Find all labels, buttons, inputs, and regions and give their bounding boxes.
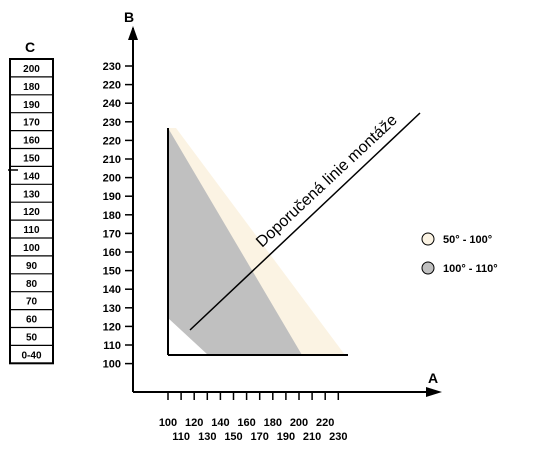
axis-a-upper-label: 160	[237, 417, 255, 429]
axis-a-arrow	[426, 387, 442, 397]
axis-b-tick-label: 210	[103, 154, 121, 166]
axis-b-tick-label: 170	[103, 228, 121, 240]
table-c-cell: 190	[23, 100, 40, 111]
table-c-cell: 180	[23, 82, 40, 93]
axis-b-tick-label: 150	[103, 266, 121, 278]
grey-range-area	[168, 128, 302, 355]
axis-a-upper-label: 140	[211, 417, 229, 429]
legend-grey-swatch	[421, 261, 435, 275]
axis-a-lower-label: 150	[224, 431, 242, 443]
table-c-cell: 60	[26, 315, 38, 326]
table-c-cell: 160	[23, 136, 40, 147]
axis-a-lower-label: 230	[329, 431, 347, 443]
recommended-line	[189, 112, 421, 331]
axis-b-tick-label: 190	[103, 191, 121, 203]
table-c-cell: 100	[23, 243, 40, 254]
table-c: 200 180 190 170 160 150 140 130 120 110 100 90 80 70 6…	[9, 58, 54, 365]
table-c-frame	[9, 58, 54, 365]
axis-b-tick-label: 100	[103, 359, 121, 371]
white-corner-area	[168, 318, 208, 355]
axis-b-tick-label: 160	[103, 247, 121, 259]
axis-a-name: A	[428, 370, 438, 386]
axis-a-upper-label: 180	[264, 417, 282, 429]
axis-a-lower-label: 110	[172, 431, 190, 443]
table-c-cell: 90	[26, 261, 38, 272]
axis-a-ticks: 100 120 140 160 180 200 220 110 130 150 170 190 210 2…	[159, 392, 347, 443]
axis-b-tick-label: 230	[103, 61, 121, 73]
table-c-cell: 200	[23, 64, 40, 75]
axis-b-tick-label: 180	[103, 210, 121, 222]
axis-a-upper-label: 220	[316, 417, 334, 429]
axis-b-tick-label: 220	[103, 135, 121, 147]
axis-a-lower-label: 190	[277, 431, 295, 443]
table-c-cell: 0-40	[21, 350, 41, 361]
axis-a-upper-label: 100	[159, 417, 177, 429]
table-c-cell: 120	[23, 207, 40, 218]
axis-a-lower-label: 130	[198, 431, 216, 443]
table-c-cell: 140	[23, 171, 40, 182]
axis-b-tick-label: 130	[103, 303, 121, 315]
axis-b-ticks: 230 220 240 230 220 210 200 190 180 170 160 150 140 1…	[103, 61, 133, 371]
legend-grey-label: 100° - 110°	[443, 263, 498, 275]
axis-b-tick-label: 240	[103, 98, 121, 110]
axis-b-tick-label: 140	[103, 284, 121, 296]
recommended-line-label: Doporučená linie montáže	[253, 112, 401, 251]
axis-b-tick-label: 200	[103, 173, 121, 185]
legend: 50° - 100° 100° - 110°	[421, 232, 498, 275]
axis-b-name: B	[124, 9, 134, 25]
axis-a-lower-label: 170	[251, 431, 269, 443]
table-c-cell: 110	[23, 225, 40, 236]
table-c-cell: 50	[26, 332, 38, 343]
axis-a-lower-label: 210	[303, 431, 321, 443]
table-c-cell: 70	[26, 297, 38, 308]
axis-b-tick-label: 110	[103, 340, 121, 352]
legend-light-label: 50° - 100°	[443, 234, 492, 246]
table-c-cell: 170	[23, 118, 40, 129]
legend-light-swatch	[421, 232, 435, 246]
axis-a-upper-label: 120	[185, 417, 203, 429]
axis-b-arrow	[128, 26, 138, 40]
axis-b-tick-label: 230	[103, 117, 121, 129]
table-c-cell: 80	[26, 279, 38, 290]
axis-a-upper-label: 200	[290, 417, 308, 429]
table-c-cell: 130	[23, 189, 40, 200]
axis-b-tick-label: 220	[103, 80, 121, 92]
table-c-name: C	[25, 39, 35, 55]
axis-b-tick-label: 120	[103, 321, 121, 333]
table-c-cell: 150	[23, 153, 40, 164]
